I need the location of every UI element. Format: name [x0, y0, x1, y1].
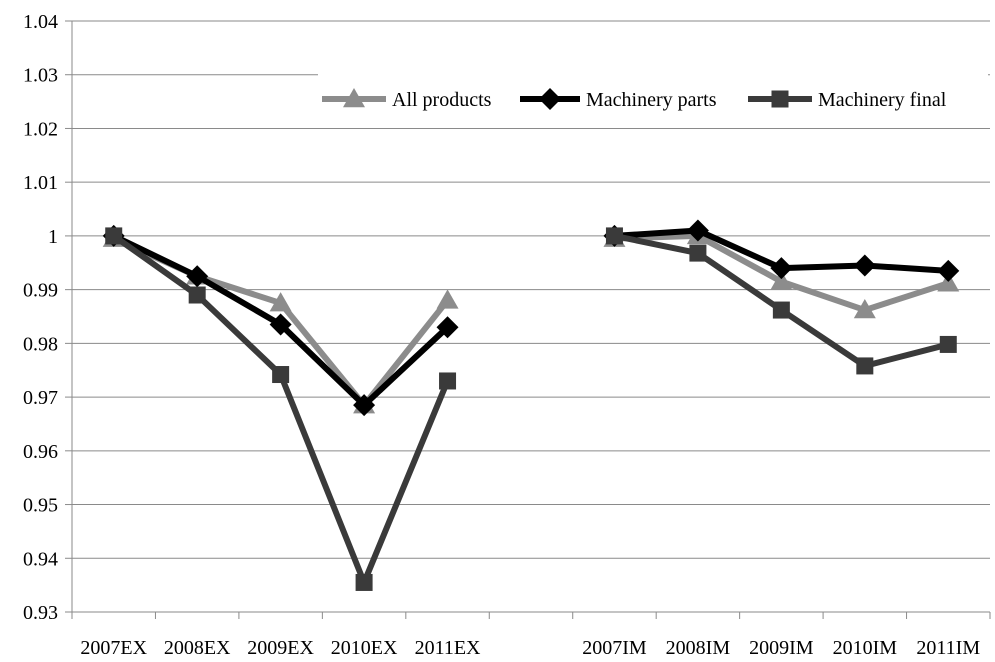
x-tick-label: 2009EX	[247, 637, 314, 659]
data-point-machinery-final	[772, 301, 790, 319]
y-tick-label: 1.02	[23, 118, 58, 140]
series-all-products	[102, 224, 960, 414]
data-point-machinery-final	[188, 286, 206, 304]
legend: All products Machinery parts Machinery fin…	[318, 72, 988, 128]
data-point-machinery-parts	[353, 394, 376, 417]
legend-marker-square	[771, 90, 789, 108]
data-point-machinery-final	[605, 227, 623, 245]
legend-marker-diamond	[539, 88, 561, 110]
x-tick-label: 2008IM	[666, 637, 731, 659]
data-point-machinery-parts	[436, 316, 459, 339]
series-machinery-parts	[102, 219, 960, 417]
y-tick-label: 1	[48, 226, 58, 248]
legend-background	[318, 72, 988, 128]
legend-item-machinery-parts: Machinery parts	[520, 88, 717, 111]
legend-marker-triangle	[343, 88, 365, 108]
data-point-machinery-final	[856, 357, 874, 375]
y-axis-ticks: 0.93 0.94 0.95 0.96 0.97 0.98 0.99 1 1.01 1.02 1.0…	[23, 11, 73, 624]
x-tick-label: 2008EX	[164, 637, 231, 659]
data-point-all-products	[770, 270, 793, 290]
data-point-machinery-final	[689, 244, 707, 262]
x-tick-label: 2011IM	[916, 637, 980, 659]
data-point-machinery-final	[939, 335, 957, 353]
y-tick-label: 0.93	[23, 602, 58, 624]
legend-item-all-products: All products	[322, 88, 492, 111]
data-point-machinery-final	[105, 227, 123, 245]
y-tick-label: 1.04	[23, 11, 58, 33]
x-tick-label: 2010EX	[331, 637, 398, 659]
data-point-all-products	[269, 292, 292, 312]
data-point-machinery-parts	[269, 313, 292, 336]
series-layer	[102, 219, 960, 591]
data-point-all-products	[436, 289, 459, 309]
data-point-machinery-final	[439, 372, 457, 390]
data-point-machinery-final	[355, 573, 373, 591]
x-axis: 2007EX 2008EX 2009EX 2010EX 2011EX 2007IM 2008…	[71, 611, 991, 659]
x-tick-label: 2011EX	[415, 637, 481, 659]
data-point-machinery-parts	[853, 254, 876, 277]
gridlines	[72, 20, 990, 613]
data-point-machinery-parts	[937, 259, 960, 282]
series-line-machinery-final	[111, 233, 451, 586]
series-machinery-final	[105, 227, 957, 591]
data-point-all-products	[853, 299, 876, 319]
legend-label: All products	[392, 89, 492, 111]
x-tick-label: 2009IM	[749, 637, 814, 659]
data-point-machinery-final	[272, 366, 290, 384]
y-tick-label: 0.95	[23, 495, 58, 517]
y-tick-label: 1.03	[23, 65, 58, 87]
data-point-machinery-parts	[686, 219, 709, 242]
legend-label: Machinery parts	[586, 89, 717, 111]
y-tick-label: 0.94	[23, 548, 58, 570]
y-tick-label: 0.96	[23, 441, 58, 463]
x-tick-label: 2010IM	[833, 637, 898, 659]
y-tick-label: 0.97	[23, 387, 58, 409]
x-tick-label: 2007EX	[80, 637, 147, 659]
data-point-machinery-parts	[770, 257, 793, 280]
y-tick-label: 0.99	[23, 280, 58, 302]
legend-label: Machinery final	[818, 89, 947, 111]
y-tick-label: 1.01	[23, 172, 58, 194]
y-tick-label: 0.98	[23, 333, 58, 355]
legend-item-machinery-final: Machinery final	[748, 89, 947, 111]
data-point-machinery-parts	[186, 265, 209, 288]
x-tick-label: 2007IM	[582, 637, 647, 659]
